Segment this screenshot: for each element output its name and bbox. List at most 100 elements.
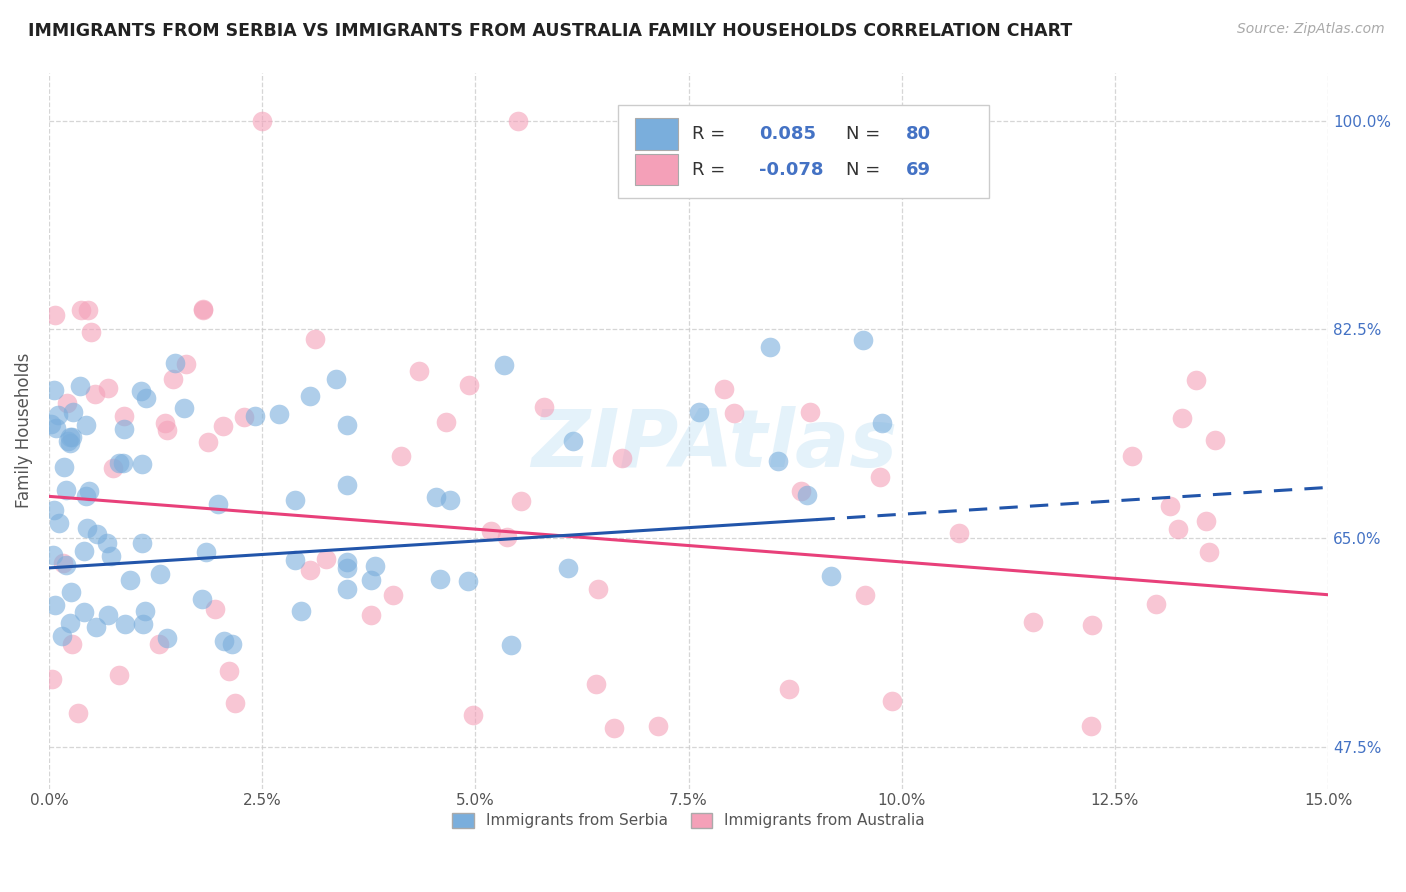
Point: [83, 387, 105, 401]
Point: [134, 604, 156, 618]
Point: [45, 420, 67, 434]
Point: [1198, 545, 1220, 559]
Point: [129, 384, 152, 399]
Point: [336, 417, 359, 432]
Point: [243, 409, 266, 423]
Text: R =: R =: [692, 161, 725, 178]
Point: [336, 556, 359, 570]
Point: [69, 378, 91, 392]
Point: [114, 617, 136, 632]
Point: [75, 489, 97, 503]
Point: [458, 378, 481, 392]
Point: [869, 470, 891, 484]
Point: [364, 558, 387, 573]
Point: [97, 607, 120, 622]
Point: [52, 557, 75, 571]
Point: [461, 707, 484, 722]
Point: [269, 407, 291, 421]
Point: [1144, 597, 1167, 611]
Point: [602, 722, 624, 736]
Point: [799, 405, 821, 419]
Point: [948, 526, 970, 541]
Point: [44, 308, 66, 322]
Text: N =: N =: [846, 161, 880, 178]
Point: [360, 573, 382, 587]
Point: [766, 454, 789, 468]
Point: [191, 301, 214, 316]
Point: [557, 560, 579, 574]
Point: [506, 113, 529, 128]
Point: [290, 604, 312, 618]
Point: [852, 333, 875, 347]
Point: [60, 585, 83, 599]
Point: [1022, 615, 1045, 629]
Point: [56, 434, 79, 449]
Text: N =: N =: [846, 125, 880, 143]
FancyBboxPatch shape: [636, 118, 678, 150]
Point: [1184, 373, 1206, 387]
Point: [100, 549, 122, 564]
Point: [494, 358, 516, 372]
Point: [360, 608, 382, 623]
Point: [224, 696, 246, 710]
Point: [211, 419, 233, 434]
Point: [872, 416, 894, 430]
Point: [195, 545, 218, 559]
Point: [1159, 500, 1181, 514]
Point: [41, 549, 63, 563]
Point: [148, 637, 170, 651]
Point: [132, 617, 155, 632]
Point: [429, 573, 451, 587]
Point: [853, 588, 876, 602]
Point: [101, 461, 124, 475]
Point: [131, 457, 153, 471]
Point: [156, 423, 179, 437]
Point: [381, 588, 404, 602]
Point: [284, 553, 307, 567]
Text: 80: 80: [905, 125, 931, 143]
Point: [84, 620, 107, 634]
Text: 69: 69: [905, 161, 931, 178]
Point: [325, 372, 347, 386]
FancyBboxPatch shape: [619, 105, 990, 198]
Point: [42, 503, 65, 517]
Point: [778, 682, 800, 697]
Point: [48, 409, 70, 423]
Point: [69, 303, 91, 318]
Point: [53, 460, 76, 475]
Point: [214, 633, 236, 648]
Point: [55, 558, 77, 572]
Point: [96, 536, 118, 550]
Point: [688, 405, 710, 419]
Text: R =: R =: [692, 125, 725, 143]
Point: [882, 694, 904, 708]
Point: [108, 456, 131, 470]
Point: [48, 516, 70, 530]
Point: [759, 341, 782, 355]
Text: ZIPAtlas: ZIPAtlas: [531, 406, 897, 484]
Point: [796, 488, 818, 502]
Point: [42, 383, 65, 397]
Point: [75, 417, 97, 432]
Point: [610, 451, 633, 466]
Point: [80, 325, 103, 339]
Text: IMMIGRANTS FROM SERBIA VS IMMIGRANTS FROM AUSTRALIA FAMILY HOUSEHOLDS CORRELATIO: IMMIGRANTS FROM SERBIA VS IMMIGRANTS FRO…: [28, 22, 1073, 40]
Point: [39, 417, 62, 432]
Point: [1081, 617, 1104, 632]
Point: [820, 569, 842, 583]
Point: [111, 456, 134, 470]
Point: [499, 639, 522, 653]
Point: [156, 631, 179, 645]
Point: [1194, 514, 1216, 528]
Point: [479, 524, 502, 538]
Point: [336, 560, 359, 574]
Point: [77, 302, 100, 317]
Point: [55, 483, 77, 497]
Point: [60, 637, 83, 651]
Point: [112, 409, 135, 424]
Point: [425, 490, 447, 504]
Point: [457, 574, 479, 588]
Point: [73, 543, 96, 558]
Point: [135, 392, 157, 406]
Point: [495, 531, 517, 545]
